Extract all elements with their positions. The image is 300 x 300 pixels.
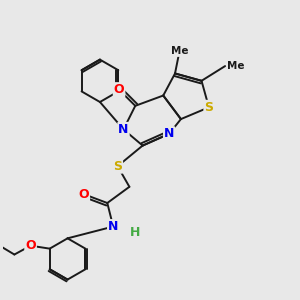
Text: O: O xyxy=(114,83,124,96)
Text: O: O xyxy=(25,239,36,252)
Text: S: S xyxy=(113,160,122,173)
Text: S: S xyxy=(204,101,213,114)
Text: N: N xyxy=(164,127,174,140)
Text: N: N xyxy=(118,123,129,136)
Text: Me: Me xyxy=(171,46,188,56)
Text: O: O xyxy=(78,188,89,201)
Text: Me: Me xyxy=(226,61,244,71)
Text: N: N xyxy=(108,220,119,233)
Text: H: H xyxy=(130,226,140,239)
